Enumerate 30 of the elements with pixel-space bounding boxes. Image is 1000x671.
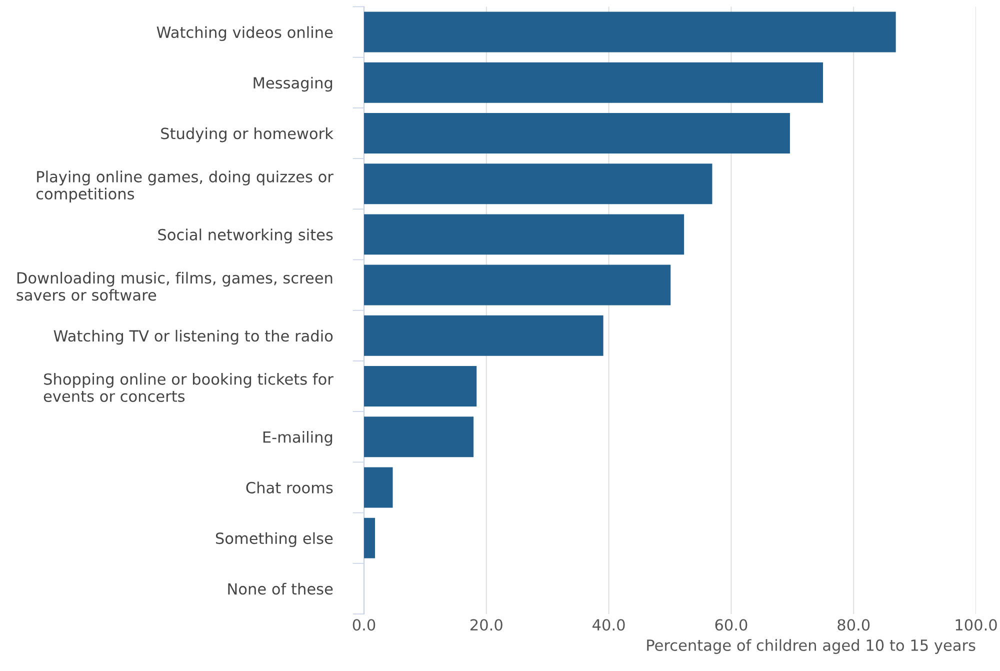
y-tick-label: Shopping online or booking tickets for events or concerts [44, 373, 334, 402]
x-tick-label: 100.0 [956, 619, 997, 631]
x-tick-label: 0.0 [352, 619, 376, 631]
bar [364, 416, 474, 458]
x-tick-label: 60.0 [715, 619, 748, 631]
y-tick-label: Something else [216, 532, 333, 548]
y-tick-label: None of these [228, 582, 333, 595]
x-tick-label: 80.0 [838, 619, 870, 631]
bar [364, 112, 790, 154]
bar [364, 518, 376, 558]
y-tick-label: Downloading music, films, games, screen savers or software [16, 272, 332, 301]
bar [364, 12, 896, 52]
x-tick-label: 40.0 [592, 619, 625, 631]
y-tick-label: Social networking sites [158, 228, 333, 244]
bar [364, 315, 604, 356]
y-tick-label: Messaging [254, 76, 332, 92]
bar [364, 164, 712, 204]
x-axis-title: Percentage of children aged 10 to 15 years [647, 639, 976, 654]
bar [364, 62, 823, 103]
y-tick-label: E-mailing [263, 431, 332, 446]
bar [364, 467, 393, 508]
bar [364, 214, 684, 255]
bar [364, 366, 477, 406]
x-tick-label: 20.0 [470, 619, 502, 631]
y-tick-label: Watching videos online [156, 26, 333, 41]
y-tick-label: Studying or homework [161, 127, 334, 142]
y-tick-label: Playing online games, doing quizzes or competitions [36, 170, 334, 203]
y-tick-label: Chat rooms [246, 482, 333, 494]
bar [364, 264, 671, 306]
y-tick-label: Watching TV or listening to the radio [54, 330, 333, 345]
